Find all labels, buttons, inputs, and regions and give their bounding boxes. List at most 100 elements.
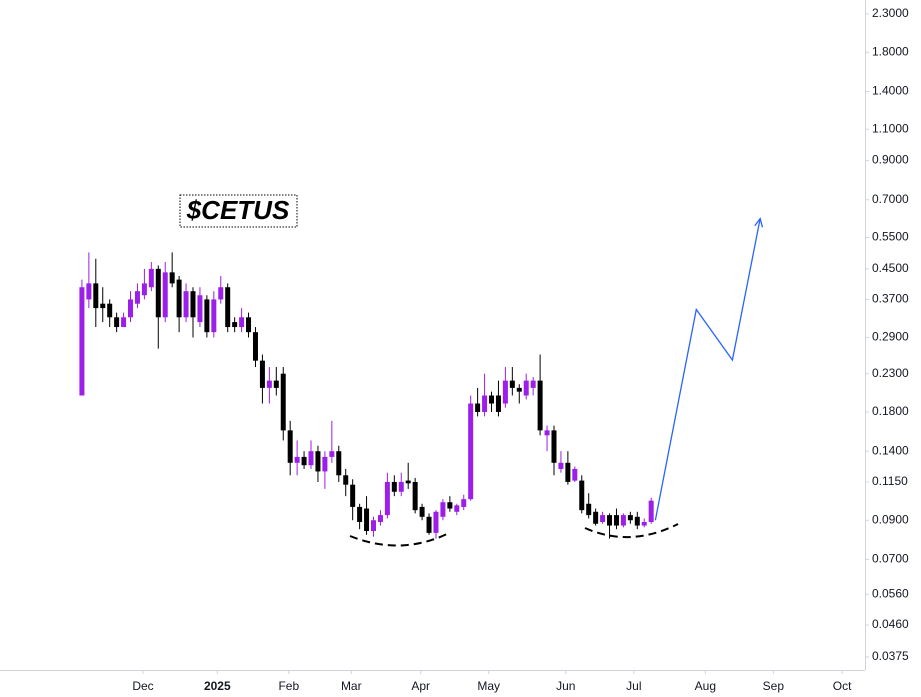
chart-title: $CETUS bbox=[186, 195, 290, 225]
candle-body bbox=[482, 395, 488, 412]
candle-body bbox=[162, 272, 168, 318]
y-tick-label: 0.1400 bbox=[872, 443, 909, 457]
candle-body bbox=[280, 373, 286, 431]
candle-body bbox=[204, 299, 210, 333]
y-tick-label: 0.1150 bbox=[872, 474, 908, 488]
candle-body bbox=[475, 403, 481, 412]
candle-body bbox=[287, 430, 293, 463]
x-tick-label: Aug bbox=[695, 679, 716, 693]
candle-body bbox=[329, 451, 335, 457]
candle-body bbox=[502, 380, 508, 404]
y-tick-label: 1.4000 bbox=[872, 84, 909, 98]
candle-body bbox=[183, 291, 189, 318]
y-tick-label: 0.0375 bbox=[872, 649, 909, 663]
candle-body bbox=[537, 380, 543, 431]
candle-body bbox=[294, 456, 300, 463]
candle-body bbox=[259, 360, 265, 388]
candle-body bbox=[246, 317, 252, 333]
candle-body bbox=[128, 299, 134, 318]
projection-arrowhead bbox=[754, 217, 764, 228]
y-tick-label: 0.0900 bbox=[872, 512, 909, 526]
candle-body bbox=[447, 502, 453, 509]
y-tick-label: 0.4500 bbox=[872, 261, 909, 275]
candle-body bbox=[586, 503, 592, 516]
candle-body bbox=[544, 430, 550, 436]
candle-body bbox=[107, 303, 113, 318]
y-tick-label: 0.5500 bbox=[872, 230, 909, 244]
y-tick-label: 0.1800 bbox=[872, 404, 909, 418]
candle-body bbox=[412, 481, 418, 511]
candle-body bbox=[419, 506, 425, 517]
candle-body bbox=[211, 299, 217, 333]
candle-body bbox=[370, 520, 376, 532]
candle-body bbox=[252, 332, 258, 361]
x-tick-label: Jul bbox=[626, 679, 641, 693]
candle-body bbox=[100, 303, 106, 309]
candle-body bbox=[398, 481, 404, 492]
candle-body bbox=[523, 380, 529, 396]
y-tick-label: 0.0560 bbox=[872, 587, 909, 601]
candle-body bbox=[620, 515, 626, 526]
candle-body bbox=[454, 505, 460, 512]
candle-body bbox=[176, 279, 182, 318]
candle-body bbox=[440, 502, 446, 517]
candle-body bbox=[600, 515, 606, 522]
candle-body bbox=[148, 268, 154, 288]
x-tick-label: Jun bbox=[556, 679, 575, 693]
candle-body bbox=[489, 395, 495, 404]
candle-body bbox=[391, 481, 397, 492]
y-tick-label: 0.9000 bbox=[872, 153, 909, 167]
candle-body bbox=[169, 272, 175, 284]
candle-body bbox=[509, 380, 515, 388]
candle-body bbox=[225, 287, 231, 328]
candle-body bbox=[634, 516, 640, 526]
candle-body bbox=[343, 475, 349, 485]
candle-body bbox=[468, 403, 474, 500]
x-tick-label: Feb bbox=[278, 679, 299, 693]
candle-body bbox=[405, 480, 411, 484]
x-tick-label: Apr bbox=[411, 679, 430, 693]
candle-body bbox=[516, 387, 522, 392]
candle-body bbox=[627, 515, 633, 521]
candle-body bbox=[93, 283, 99, 309]
candle-body bbox=[558, 462, 564, 469]
candle-body bbox=[134, 291, 140, 304]
candle-body bbox=[273, 380, 279, 388]
y-tick-label: 0.2300 bbox=[872, 366, 909, 380]
candle-body bbox=[579, 480, 585, 511]
candle-body bbox=[197, 295, 203, 323]
candle-body bbox=[301, 456, 307, 466]
candle-body bbox=[572, 468, 578, 481]
x-tick-label: May bbox=[477, 679, 500, 693]
candle-body bbox=[641, 521, 647, 526]
candle-body bbox=[86, 283, 92, 300]
candle-body bbox=[336, 451, 342, 476]
y-tick-label: 1.1000 bbox=[872, 121, 909, 135]
candle-body bbox=[377, 515, 383, 522]
candle-body bbox=[593, 511, 599, 524]
candle-body bbox=[364, 508, 370, 532]
y-tick-label: 2.3000 bbox=[872, 6, 909, 20]
candle-body bbox=[357, 506, 363, 522]
candle-body bbox=[551, 430, 557, 463]
candle-body bbox=[121, 317, 127, 328]
candle-body bbox=[218, 287, 224, 300]
y-tick-label: 0.7000 bbox=[872, 192, 909, 206]
candle-body bbox=[613, 515, 619, 526]
candle-body bbox=[322, 456, 328, 472]
y-tick-label: 0.0700 bbox=[872, 552, 909, 566]
candle-body bbox=[190, 291, 196, 318]
candle-body bbox=[266, 380, 272, 388]
candle-body bbox=[239, 317, 245, 328]
candle-body bbox=[141, 283, 147, 296]
candle-body bbox=[648, 500, 654, 522]
candle-body bbox=[79, 287, 85, 396]
candle-body bbox=[433, 511, 439, 533]
candle-body bbox=[350, 484, 356, 507]
x-tick-label: Mar bbox=[341, 679, 362, 693]
x-tick-label: Dec bbox=[132, 679, 153, 693]
candle-body bbox=[308, 451, 314, 466]
x-tick-label: 2025 bbox=[204, 679, 231, 693]
